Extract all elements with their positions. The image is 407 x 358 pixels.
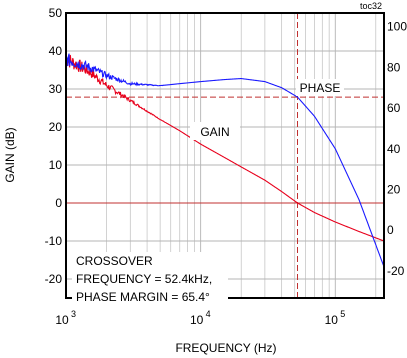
y2-tick-label-1: 80 [387, 60, 401, 74]
y2-tick-label-0: 100 [387, 20, 407, 34]
y-tick-label-6: -10 [45, 234, 63, 248]
series-line-phase [65, 53, 385, 268]
y2-tick-label-5: 0 [387, 223, 394, 237]
y2-tick-label-2: 60 [387, 101, 401, 115]
y-tick-labels: 50 40 30 20 10 0 -10 -20 [45, 6, 63, 286]
y2-tick-label-3: 40 [387, 142, 401, 156]
corner-label: toc32 [360, 1, 382, 11]
x-tick-exponent-2: 5 [340, 309, 345, 319]
gain-label: GAIN [200, 125, 229, 139]
x-tick-exponent-1: 4 [206, 309, 211, 319]
y2-tick-labels: 100 80 60 40 20 0 -20 [387, 20, 407, 278]
y-tick-label-3: 20 [49, 120, 63, 134]
x-tick-label-0: 10 [55, 313, 69, 327]
x-tick-labels: 10 3 10 4 10 5 [55, 309, 345, 327]
gain-label-bg [190, 122, 240, 140]
x-tick-label-1: 10 [190, 313, 204, 327]
y2-tick-label-6: -20 [387, 264, 405, 278]
phase-label: PHASE [300, 81, 341, 95]
y-tick-label-4: 10 [49, 158, 63, 172]
x-tick-exponent-0: 3 [71, 309, 76, 319]
y-tick-label-1: 40 [49, 44, 63, 58]
crossover-line-3: PHASE MARGIN = 65.4° [76, 290, 210, 304]
y-tick-label-5: 0 [55, 196, 62, 210]
series-line-gain [65, 54, 385, 242]
phase-label-group: PHASE [296, 79, 344, 96]
crossover-line-2: FREQUENCY = 52.4kHz, [76, 272, 212, 286]
x-axis-title: FREQUENCY (Hz) [175, 341, 276, 355]
y-tick-label-7: -20 [45, 272, 63, 286]
crossover-annotation: CROSSOVER FREQUENCY = 52.4kHz, PHASE MAR… [72, 252, 228, 308]
y-tick-label-0: 50 [49, 6, 63, 20]
y-axis-title: GAIN (dB) [3, 127, 17, 182]
phase-label-bg [296, 79, 344, 96]
crossover-annotation-bg [72, 252, 228, 308]
crossover-line-1: CROSSOVER [76, 254, 153, 268]
reference-lines [66, 13, 384, 298]
y-tick-label-2: 30 [49, 82, 63, 96]
gain-label-group: GAIN [190, 122, 240, 140]
x-tick-label-2: 10 [325, 313, 339, 327]
series-layer [65, 53, 385, 268]
y2-tick-label-4: 20 [387, 182, 401, 196]
